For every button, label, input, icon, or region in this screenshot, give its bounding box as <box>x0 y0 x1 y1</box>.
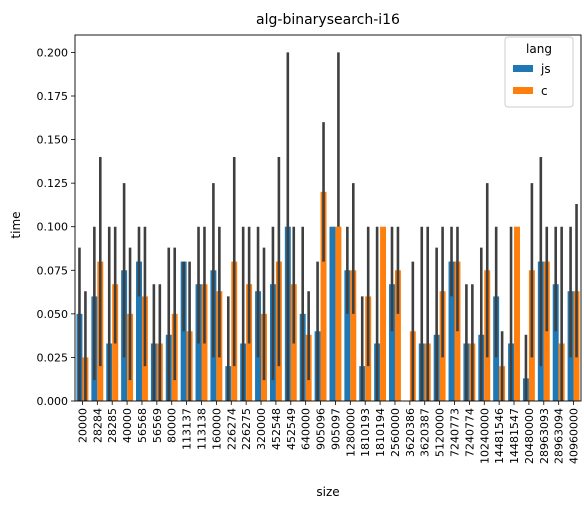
y-tick-label: 0.200 <box>37 46 69 59</box>
bar-c-1810194 <box>380 226 387 401</box>
x-tick-label: 2560000 <box>389 408 402 457</box>
y-tick-label: 0.025 <box>37 351 69 364</box>
y-axis: 0.000 0.025 0.050 0.075 0.100 0.125 0.150 0.175… <box>37 46 75 408</box>
y-tick-label: 0.150 <box>37 134 69 147</box>
x-tick-label: 56568 <box>136 408 149 443</box>
x-tick-label: 28963094 <box>553 408 566 464</box>
x-tick-label: 905097 <box>329 408 342 450</box>
y-tick-label: 0.050 <box>37 308 69 321</box>
x-tick-label: 1280000 <box>344 408 357 457</box>
bar-c-905096 <box>320 191 327 401</box>
y-tick-label: 0.075 <box>37 264 69 277</box>
legend-title: lang <box>526 42 552 56</box>
y-tick-label: 0.100 <box>37 221 69 234</box>
bar-js-56568 <box>136 261 142 401</box>
x-tick-label: 1810193 <box>359 408 372 457</box>
y-tick-label: 0.125 <box>37 177 69 190</box>
bar-js-2560000 <box>389 284 395 401</box>
x-tick-label: 113137 <box>181 408 194 450</box>
x-tick-label: 320000 <box>255 408 268 450</box>
x-tick-label: 160000 <box>210 408 223 450</box>
x-tick-label: 28963093 <box>538 408 551 464</box>
x-tick-label: 452548 <box>270 408 283 450</box>
bar-c-1280000 <box>350 270 357 401</box>
x-tick-label: 905096 <box>315 408 328 450</box>
x-tick-label: 226275 <box>240 408 253 450</box>
plot-frame <box>74 34 582 402</box>
x-tick-label: 3620387 <box>419 408 432 457</box>
bar-js-28963094 <box>552 284 559 401</box>
bar-js-1280000 <box>344 270 351 401</box>
y-tick-label: 0.175 <box>37 90 69 103</box>
x-tick-label: 20000 <box>76 408 89 443</box>
y-tick-label: 0.000 <box>37 395 69 408</box>
x-tick-label: 10240000 <box>478 408 491 464</box>
bar-c-905097 <box>335 226 342 401</box>
x-tick-label: 28284 <box>91 408 104 443</box>
x-tick-label: 7240773 <box>449 408 462 457</box>
x-tick-label: 452549 <box>285 408 298 450</box>
plot-area <box>74 34 582 402</box>
chart-title: alg-binarysearch-i16 <box>256 12 400 28</box>
x-tick-label: 14481547 <box>508 408 521 464</box>
x-tick-label: 80000 <box>166 408 179 443</box>
x-tick-label: 40960000 <box>568 408 581 464</box>
legend-label-c: c <box>541 84 548 98</box>
x-tick-label: 226274 <box>225 408 238 450</box>
x-tick-label: 5120000 <box>434 408 447 457</box>
legend-swatch-c <box>513 87 533 94</box>
x-tick-label: 40000 <box>121 408 134 443</box>
bar-c-2560000 <box>394 270 401 401</box>
x-tick-label: 1810194 <box>374 408 387 457</box>
x-tick-label: 3620386 <box>404 408 417 457</box>
bar-js-7240773 <box>448 261 455 401</box>
legend-label-js: js <box>540 62 551 76</box>
legend-swatch-js <box>513 65 533 72</box>
x-tick-label: 28285 <box>106 408 119 443</box>
bar-js-905097 <box>329 226 336 401</box>
x-tick-label: 56569 <box>151 408 164 443</box>
x-tick-label: 20480000 <box>523 408 536 464</box>
x-axis-label: size <box>316 485 339 499</box>
legend: lang js c <box>504 36 574 108</box>
x-tick-label: 113138 <box>196 408 209 450</box>
bar-c-14481547 <box>514 226 520 401</box>
x-axis: 20000 28284 28285 40000 56568 56569 80000 11313… <box>76 401 581 464</box>
x-tick-label: 640000 <box>300 408 313 450</box>
x-tick-label: 14481546 <box>493 408 506 464</box>
y-axis-label: time <box>9 211 23 238</box>
x-tick-label: 7240774 <box>463 408 476 457</box>
